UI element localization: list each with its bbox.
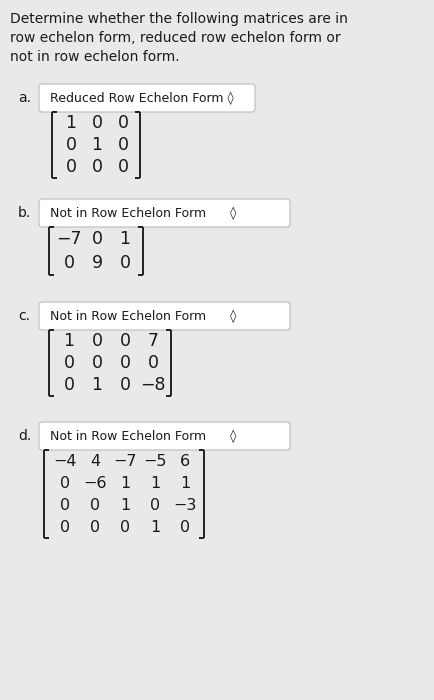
Text: 0: 0	[92, 354, 102, 372]
Text: 1: 1	[92, 136, 102, 154]
Text: Not in Row Echelon Form      ◊: Not in Row Echelon Form ◊	[50, 309, 236, 323]
Text: −4: −4	[53, 454, 77, 468]
Text: Not in Row Echelon Form      ◊: Not in Row Echelon Form ◊	[50, 429, 236, 443]
Text: 0: 0	[60, 475, 70, 491]
Text: 0: 0	[63, 254, 75, 272]
Text: Reduced Row Echelon Form ◊: Reduced Row Echelon Form ◊	[50, 91, 233, 105]
Text: Not in Row Echelon Form      ◊: Not in Row Echelon Form ◊	[50, 206, 236, 220]
Text: −8: −8	[140, 376, 166, 394]
Text: 0: 0	[66, 136, 76, 154]
Text: 1: 1	[180, 475, 190, 491]
Text: 0: 0	[119, 376, 131, 394]
Text: 1: 1	[119, 230, 131, 248]
Text: 0: 0	[92, 114, 102, 132]
Text: 0: 0	[119, 332, 131, 350]
Text: 1: 1	[150, 475, 160, 491]
Text: −5: −5	[143, 454, 167, 468]
Text: d.: d.	[18, 429, 31, 443]
Text: 0: 0	[120, 519, 130, 535]
Text: 9: 9	[92, 254, 102, 272]
Text: 1: 1	[63, 332, 75, 350]
Text: 0: 0	[90, 498, 100, 512]
Text: −3: −3	[173, 498, 197, 512]
Text: 0: 0	[92, 230, 102, 248]
Text: 0: 0	[150, 498, 160, 512]
Text: 0: 0	[60, 498, 70, 512]
Text: 0: 0	[118, 136, 128, 154]
Text: 1: 1	[66, 114, 76, 132]
Text: 1: 1	[92, 376, 102, 394]
FancyBboxPatch shape	[39, 199, 290, 227]
Text: 0: 0	[66, 158, 76, 176]
Text: 4: 4	[90, 454, 100, 468]
Text: 7: 7	[148, 332, 158, 350]
Text: 0: 0	[92, 332, 102, 350]
Text: 0: 0	[119, 354, 131, 372]
Text: −7: −7	[113, 454, 137, 468]
Text: 1: 1	[120, 475, 130, 491]
Text: 0: 0	[63, 354, 75, 372]
Text: row echelon form, reduced row echelon form or: row echelon form, reduced row echelon fo…	[10, 31, 341, 45]
Text: 0: 0	[60, 519, 70, 535]
FancyBboxPatch shape	[39, 84, 255, 112]
Text: 0: 0	[180, 519, 190, 535]
Text: a.: a.	[18, 91, 31, 105]
Text: not in row echelon form.: not in row echelon form.	[10, 50, 180, 64]
Text: 6: 6	[180, 454, 190, 468]
Text: 0: 0	[118, 114, 128, 132]
Text: 0: 0	[118, 158, 128, 176]
FancyBboxPatch shape	[39, 422, 290, 450]
Text: 1: 1	[120, 498, 130, 512]
Text: 0: 0	[63, 376, 75, 394]
Text: Determine whether the following matrices are in: Determine whether the following matrices…	[10, 12, 348, 26]
FancyBboxPatch shape	[39, 302, 290, 330]
Text: c.: c.	[18, 309, 30, 323]
Text: 0: 0	[92, 158, 102, 176]
Text: b.: b.	[18, 206, 31, 220]
Text: −7: −7	[56, 230, 82, 248]
Text: 0: 0	[119, 254, 131, 272]
Text: 0: 0	[148, 354, 158, 372]
Text: 0: 0	[90, 519, 100, 535]
Text: −6: −6	[83, 475, 107, 491]
Text: 1: 1	[150, 519, 160, 535]
